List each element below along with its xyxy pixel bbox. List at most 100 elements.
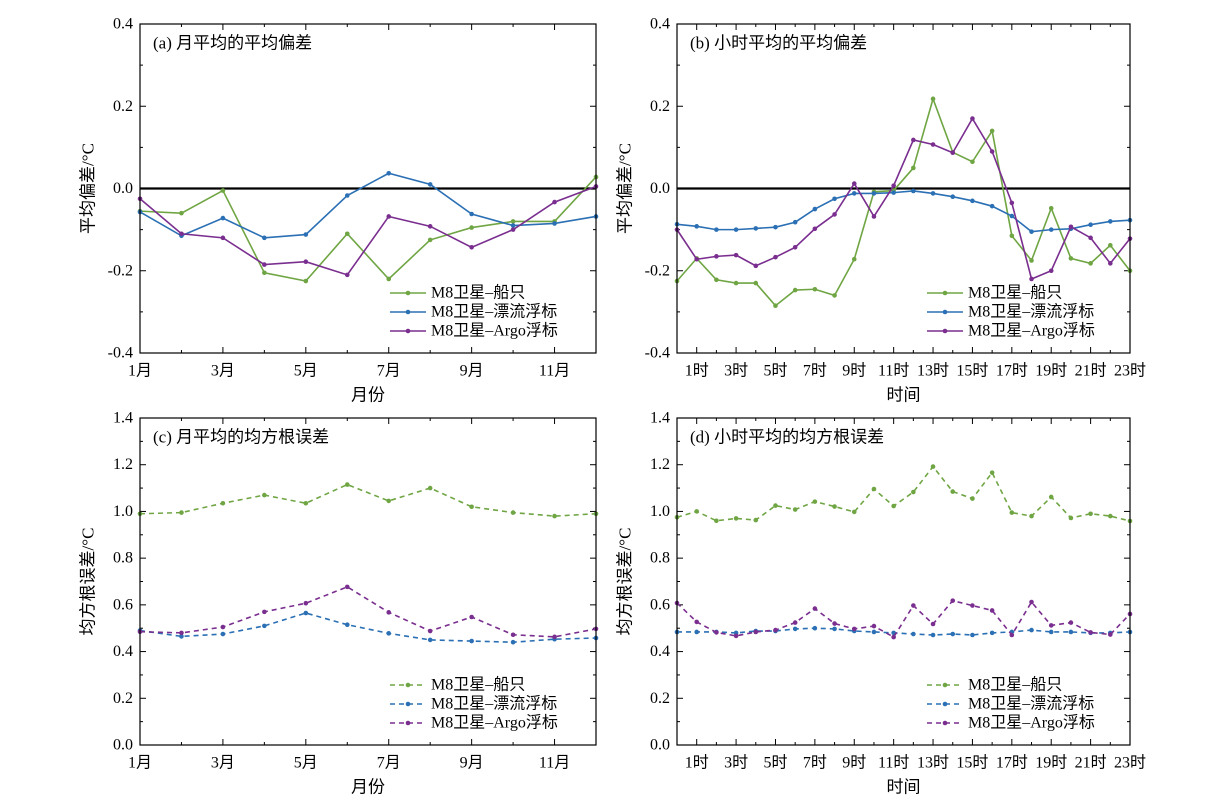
data-point-argo [911,137,916,143]
data-point-argo [469,614,474,620]
legend-marker-argo [942,720,948,726]
data-point-argo [792,245,798,250]
data-point-drifter [1029,229,1034,234]
data-point-ship [733,516,739,521]
x-tick-label: 1月 [128,755,152,772]
data-point-ship [1029,258,1034,263]
data-point-ship [220,500,226,506]
data-point-drifter [851,191,857,196]
data-point-ship [851,256,857,262]
data-point-argo [950,150,956,156]
legend-label-ship: M8卫星–船只 [431,284,525,302]
x-tick-label: 3月 [211,363,235,380]
data-point-argo [1048,268,1054,274]
legend-label-argo: M8卫星–Argo浮标 [968,322,1095,340]
data-point-argo [930,621,936,627]
data-point-drifter [871,629,877,635]
y-tick-label: 0.4 [650,16,670,33]
x-tick-label: 5月 [294,755,318,772]
x-tick-label: 3时 [724,362,748,380]
x-tick-label: 9时 [842,754,866,772]
data-point-ship [812,499,818,504]
series-line-drifter [139,172,597,239]
x-axis-title: 月份 [351,778,385,797]
legend-marker-argo [405,720,411,726]
x-tick-label: 1月 [128,363,152,380]
x-tick-label: 5时 [763,754,787,772]
data-point-argo [714,630,719,635]
data-point-drifter [220,631,226,637]
series-argo [674,598,1133,640]
data-point-ship [179,510,184,515]
x-axis-title: 月份 [351,386,385,405]
legend-label-ship: M8卫星–船只 [968,284,1062,302]
data-point-ship [262,492,267,498]
data-point-drifter [1048,629,1054,635]
y-tick-label: 0.6 [113,596,133,613]
legend-marker-ship [405,290,411,296]
data-point-argo [552,634,557,640]
legend-label-ship: M8卫星–船只 [968,676,1062,694]
data-point-argo [694,619,699,625]
x-tick-label: 5时 [763,362,787,380]
data-point-argo [220,235,226,241]
data-point-ship [220,188,226,193]
x-tick-label: 15时 [956,754,988,772]
data-point-drifter [930,191,936,196]
y-tick-label: 1.4 [650,410,670,427]
x-tick-label: 17时 [996,754,1028,772]
data-point-drifter [262,623,267,629]
data-point-ship [970,496,975,501]
data-point-argo [1048,623,1054,628]
panel-a: 1月 3月 5月 7月 9月 11月 -0.4 -0.2 0.0 0.2 0.4 月份 平均偏差/°C (… [79,16,599,405]
data-point-ship [733,280,739,286]
plot-frame [676,417,1131,746]
legend-marker-ship [405,682,411,688]
data-point-argo [510,227,516,232]
x-tick-label: 1时 [685,754,709,772]
series-line-argo [139,185,597,276]
data-point-ship [469,225,474,230]
data-point-ship [832,504,837,509]
data-point-drifter [714,227,719,232]
data-point-argo [179,630,184,636]
data-point-ship [792,287,798,293]
data-point-ship [179,210,184,216]
data-point-drifter [1108,219,1113,224]
data-point-argo [930,142,936,147]
data-point-drifter [1048,227,1054,232]
plot-frame [139,23,597,354]
series-line-ship [139,483,597,517]
y-tick-label: 0.2 [113,690,133,707]
y-tick-label: 0.2 [650,98,670,115]
plot-frame [676,23,1131,354]
data-point-drifter [469,638,474,644]
series-line-argo [139,585,597,638]
y-tick-label: 0.4 [113,16,133,33]
data-point-ship [1068,256,1074,261]
y-tick-label: 0.6 [650,596,670,613]
data-point-argo [427,628,433,634]
series-drifter [674,188,1133,234]
data-point-drifter [694,224,699,229]
y-tick-label: 0.4 [113,643,133,660]
series-line-ship [139,176,597,282]
y-tick-label: 0.2 [113,98,133,115]
data-point-argo [344,584,350,590]
x-tick-label: 11时 [878,362,909,380]
y-tick-label: 1.2 [113,456,133,473]
panel-d: 1时 3时 5时 7时 9时 11时 13时 15时 17时 19时 21时 23时 0.0 0.2 0.4… [616,410,1147,797]
legend-marker-drifter [942,309,948,315]
y-tick-label: -0.4 [645,345,670,362]
x-tick-label: 13时 [917,362,949,380]
series-drifter [137,170,599,241]
series-argo [137,584,599,640]
data-point-argo [812,226,818,232]
y-tick-label: -0.4 [108,345,133,362]
data-point-drifter [1068,629,1074,635]
x-tick-label: 11月 [539,755,570,772]
data-point-ship [552,513,557,519]
data-point-ship [891,503,896,509]
